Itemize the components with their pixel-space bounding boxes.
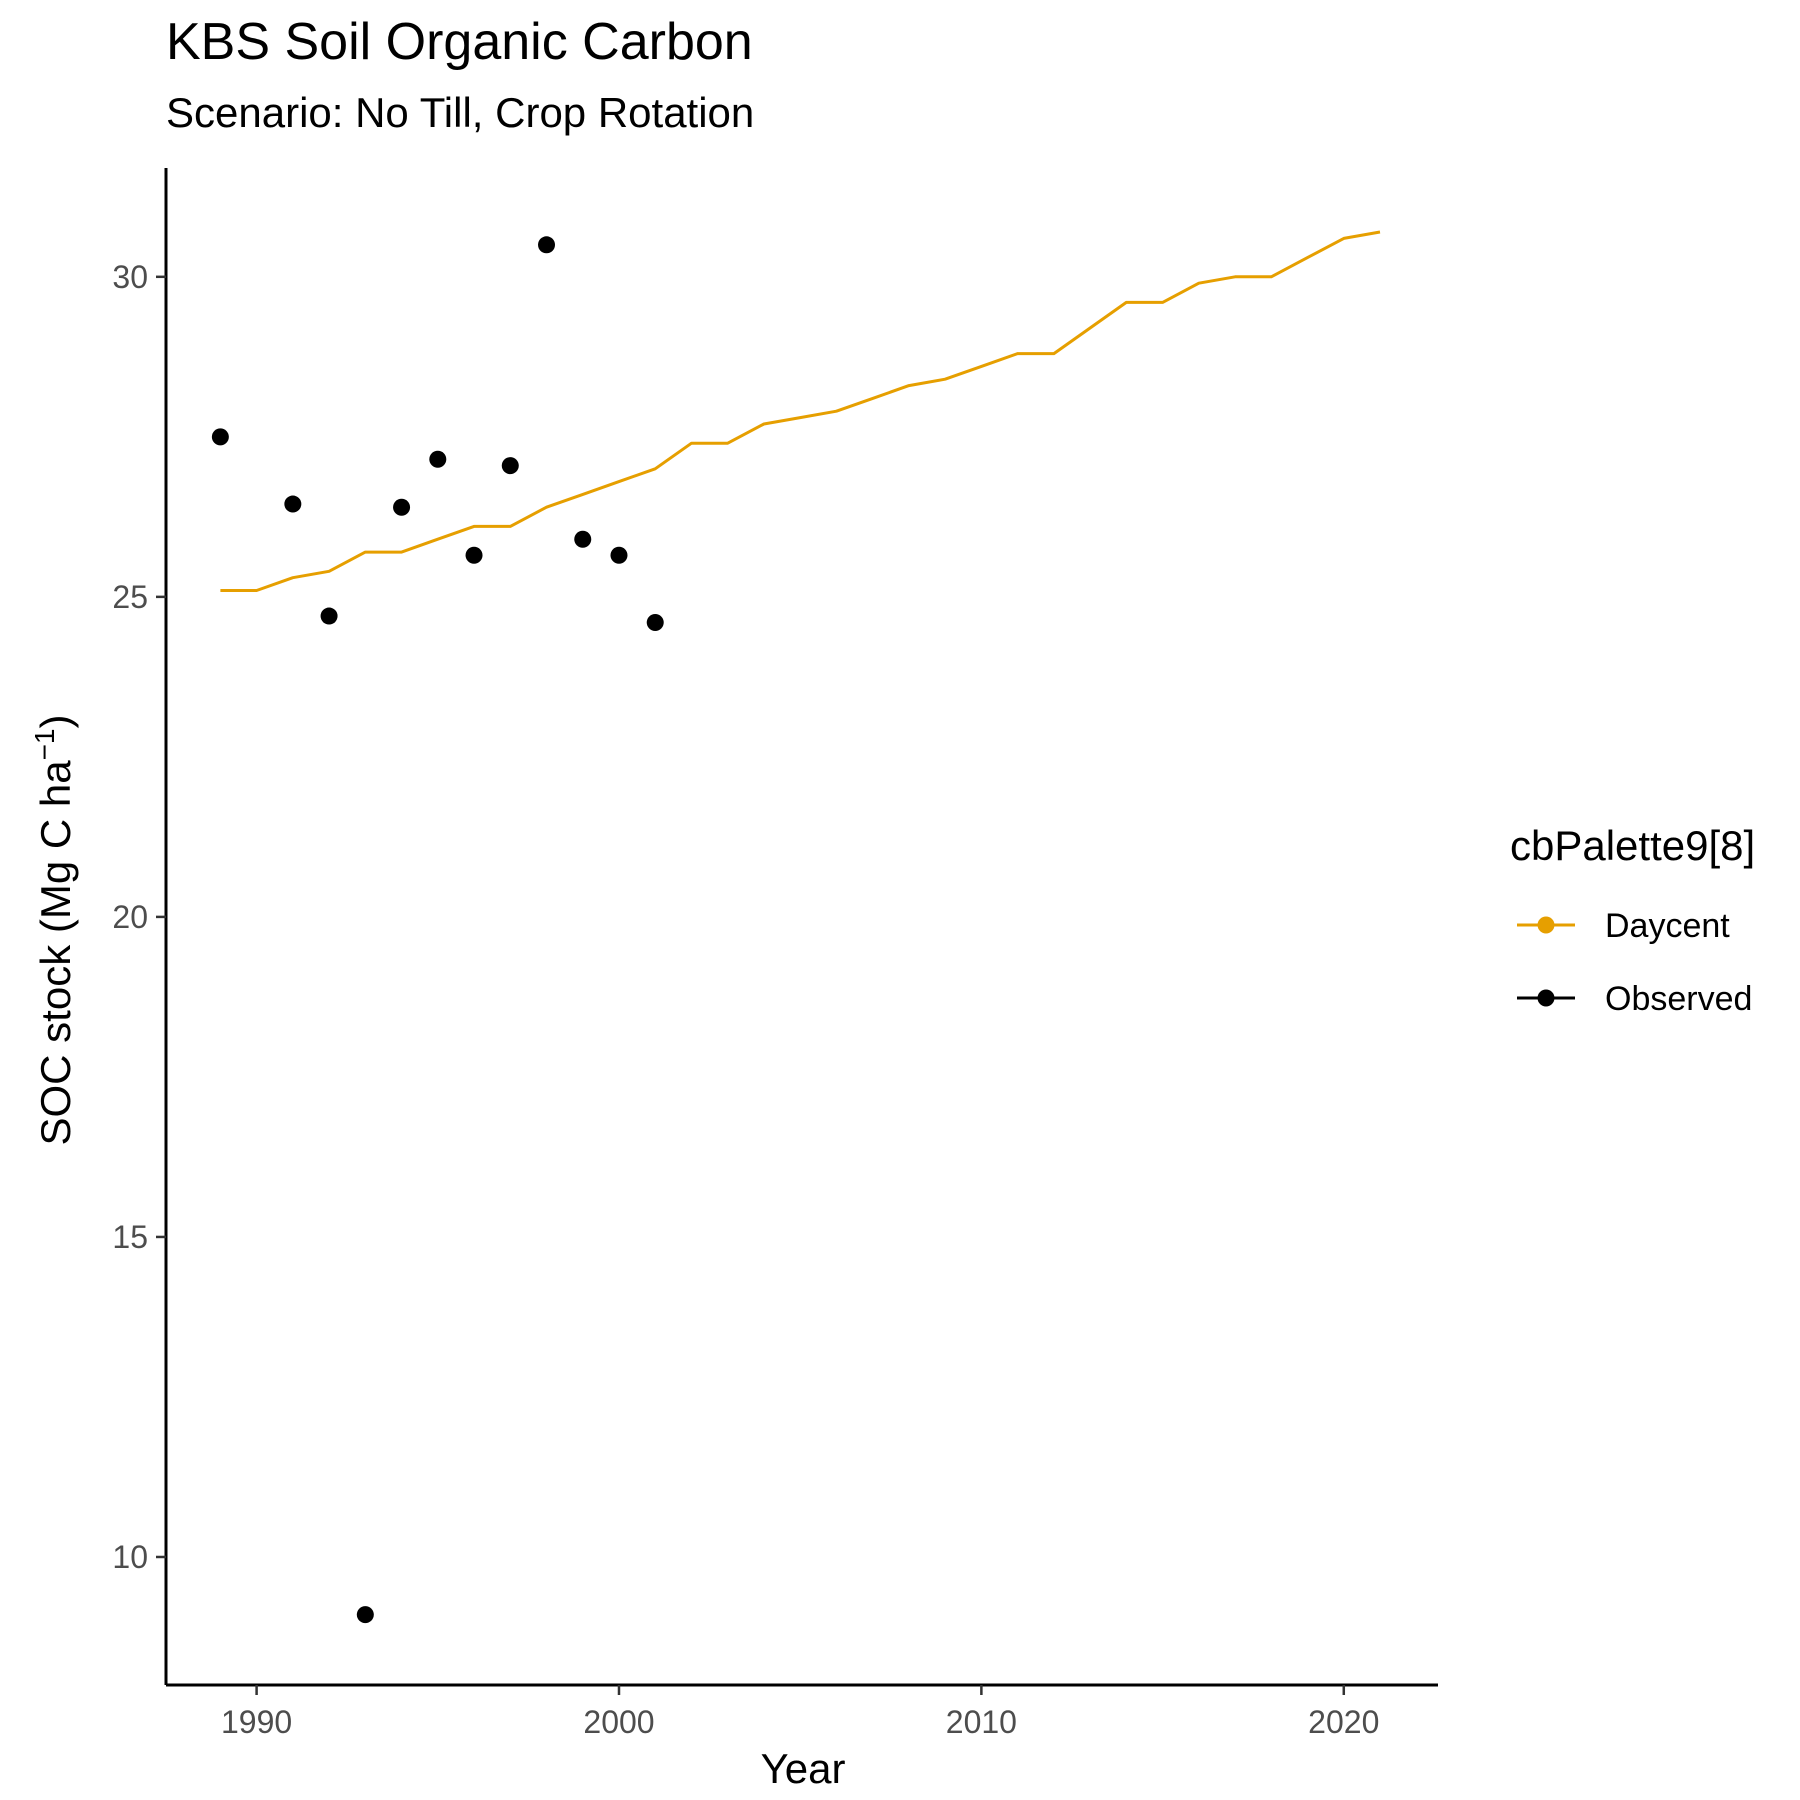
axes-layer	[164, 168, 1438, 1687]
x-axis-title: Year	[761, 1745, 846, 1792]
legend-item-observed: Observed	[1517, 980, 1752, 1018]
data-layer	[211, 230, 1381, 1624]
data-point-observed	[320, 607, 338, 625]
x-tick-label: 2010	[946, 1704, 1017, 1740]
y-axis-title: SOC stock (Mg C ha−1)	[29, 714, 79, 1145]
data-point-observed	[429, 450, 447, 468]
x-tick-label: 2000	[583, 1704, 654, 1740]
legend-item-daycent: Daycent	[1517, 907, 1730, 945]
legend-key-observed-dot	[1537, 989, 1555, 1007]
y-tick-label: 20	[112, 899, 148, 935]
y-tick-label: 25	[112, 579, 148, 615]
y-axis-title-close: )	[32, 714, 79, 728]
y-tick-label: 15	[112, 1219, 148, 1255]
data-point-observed	[284, 495, 302, 513]
chart-subtitle: Scenario: No Till, Crop Rotation	[166, 89, 755, 136]
legend-label-observed: Observed	[1605, 980, 1752, 1018]
legend: cbPalette9[8] Daycent Observed	[1510, 822, 1755, 1018]
data-point-observed	[393, 498, 411, 516]
chart-title: KBS Soil Organic Carbon	[166, 13, 753, 71]
legend-title: cbPalette9[8]	[1510, 822, 1755, 869]
legend-key-daycent-dot	[1537, 916, 1555, 934]
data-point-observed	[356, 1606, 374, 1624]
series-line-daycent	[220, 230, 1381, 592]
data-point-observed	[610, 546, 628, 564]
data-point-observed	[574, 530, 592, 548]
ticks-layer: 1990 2000 2010 2020 10 15 20 25 30	[112, 259, 1379, 1740]
legend-label-daycent: Daycent	[1605, 907, 1730, 945]
y-tick-label: 30	[112, 259, 148, 295]
data-point-observed	[501, 457, 519, 475]
x-tick-label: 2020	[1308, 1704, 1379, 1740]
data-point-observed	[538, 236, 556, 254]
y-axis-title-main: SOC stock (Mg C ha	[32, 760, 79, 1146]
data-point-observed	[646, 613, 664, 631]
data-point-observed	[211, 428, 229, 446]
y-axis-title-superscript: −1	[29, 728, 60, 760]
y-tick-label: 10	[112, 1539, 148, 1575]
x-tick-label: 1990	[221, 1704, 292, 1740]
data-point-observed	[465, 546, 483, 564]
